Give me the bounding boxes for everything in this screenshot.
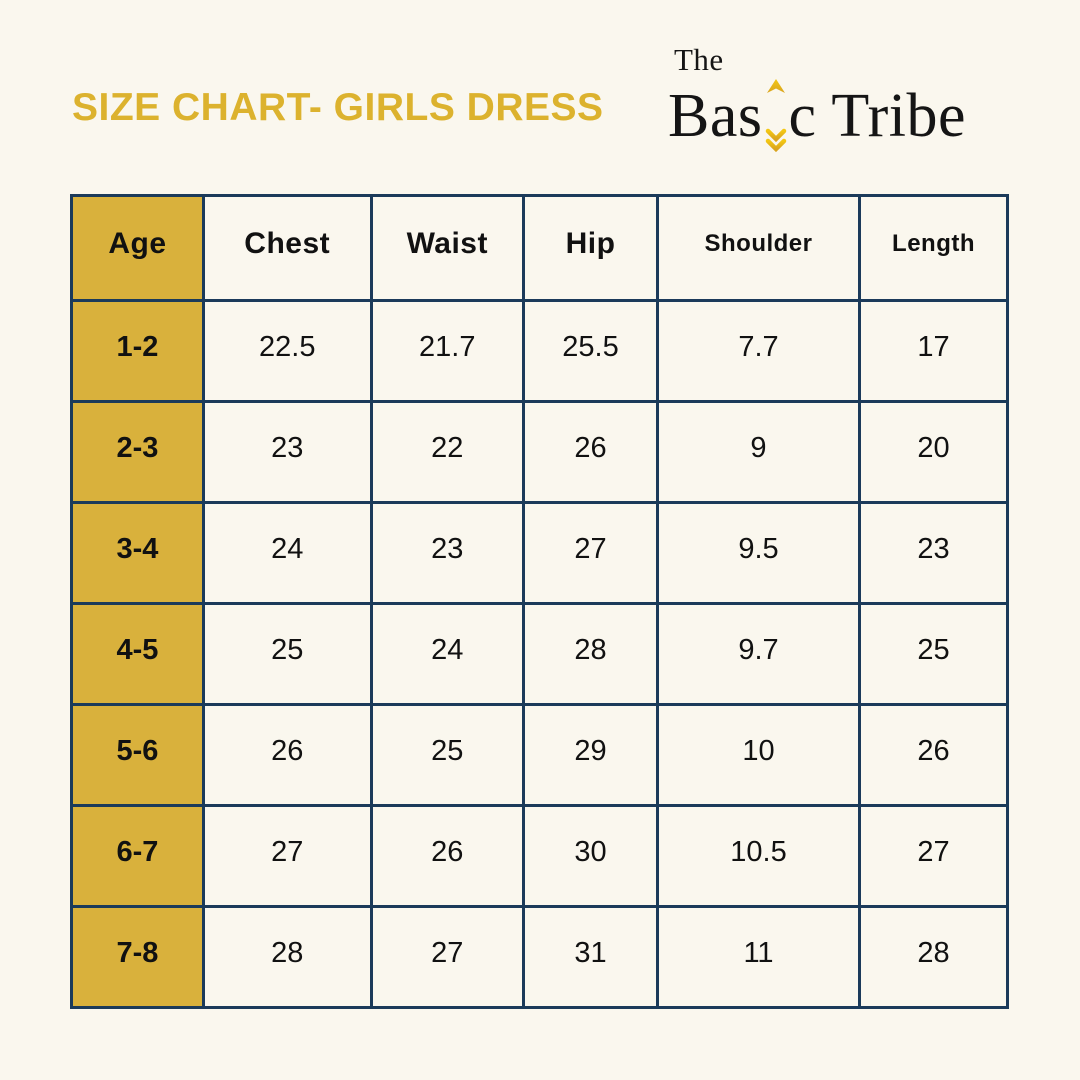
value-cell: 25	[858, 602, 1009, 706]
value-cell: 27	[201, 804, 373, 908]
age-cell: 7-8	[70, 905, 205, 1009]
value-cell: 26	[369, 804, 526, 908]
value-cell: 7.7	[655, 299, 862, 403]
value-cell: 21.7	[369, 299, 526, 403]
table-header-row: Age Chest Waist Hip Shoulder Length	[70, 194, 1009, 302]
column-header-length: Length	[858, 194, 1009, 302]
column-header-age: Age	[70, 194, 205, 302]
value-cell: 24	[201, 501, 373, 605]
age-cell: 3-4	[70, 501, 205, 605]
value-cell: 27	[858, 804, 1009, 908]
value-cell: 10.5	[655, 804, 862, 908]
table-body: 1-2 22.5 21.7 25.5 7.7 17 2-3 23 22 26 9 20 3-4 24 23 2…	[70, 299, 1009, 1009]
value-cell: 22.5	[201, 299, 373, 403]
logo-text-pre: Bas	[668, 82, 763, 150]
size-chart-table: Age Chest Waist Hip Shoulder Length 1-2 22.5 21…	[70, 194, 1009, 1009]
value-cell: 28	[858, 905, 1009, 1009]
value-cell: 24	[369, 602, 526, 706]
value-cell: 22	[369, 400, 526, 504]
value-cell: 27	[522, 501, 659, 605]
table-row: 2-3 23 22 26 9 20	[70, 400, 1009, 504]
table-row: 1-2 22.5 21.7 25.5 7.7 17	[70, 299, 1009, 403]
table-row: 3-4 24 23 27 9.5 23	[70, 501, 1009, 605]
value-cell: 28	[201, 905, 373, 1009]
age-cell: 1-2	[70, 299, 205, 403]
value-cell: 27	[369, 905, 526, 1009]
value-cell: 26	[522, 400, 659, 504]
age-cell: 5-6	[70, 703, 205, 807]
page-title: SIZE CHART- GIRLS DRESS	[72, 86, 604, 129]
value-cell: 9.5	[655, 501, 862, 605]
table-row: 4-5 25 24 28 9.7 25	[70, 602, 1009, 706]
value-cell: 10	[655, 703, 862, 807]
value-cell: 20	[858, 400, 1009, 504]
value-cell: 28	[522, 602, 659, 706]
value-cell: 30	[522, 804, 659, 908]
value-cell: 11	[655, 905, 862, 1009]
age-cell: 4-5	[70, 602, 205, 706]
value-cell: 9	[655, 400, 862, 504]
value-cell: 29	[522, 703, 659, 807]
table-row: 6-7 27 26 30 10.5 27	[70, 804, 1009, 908]
value-cell: 23	[858, 501, 1009, 605]
value-cell: 31	[522, 905, 659, 1009]
age-cell: 6-7	[70, 804, 205, 908]
value-cell: 23	[369, 501, 526, 605]
column-header-hip: Hip	[522, 194, 659, 302]
value-cell: 25.5	[522, 299, 659, 403]
logo-word-the: The	[674, 42, 724, 77]
table-row: Age Chest Waist Hip Shoulder Length	[70, 194, 1009, 302]
logo-text-post: c Tribe	[788, 82, 966, 150]
age-cell: 2-3	[70, 400, 205, 504]
brand-logo: The Bas c Tribe	[668, 42, 1008, 153]
value-cell: 26	[858, 703, 1009, 807]
up-arrow-icon	[764, 79, 788, 153]
value-cell: 26	[201, 703, 373, 807]
column-header-shoulder: Shoulder	[655, 194, 862, 302]
column-header-waist: Waist	[369, 194, 526, 302]
column-header-chest: Chest	[201, 194, 373, 302]
table-row: 7-8 28 27 31 11 28	[70, 905, 1009, 1009]
value-cell: 25	[201, 602, 373, 706]
value-cell: 17	[858, 299, 1009, 403]
value-cell: 9.7	[655, 602, 862, 706]
value-cell: 25	[369, 703, 526, 807]
value-cell: 23	[201, 400, 373, 504]
table-row: 5-6 26 25 29 10 26	[70, 703, 1009, 807]
logo-wordmark: Bas c Tribe	[668, 79, 1008, 153]
